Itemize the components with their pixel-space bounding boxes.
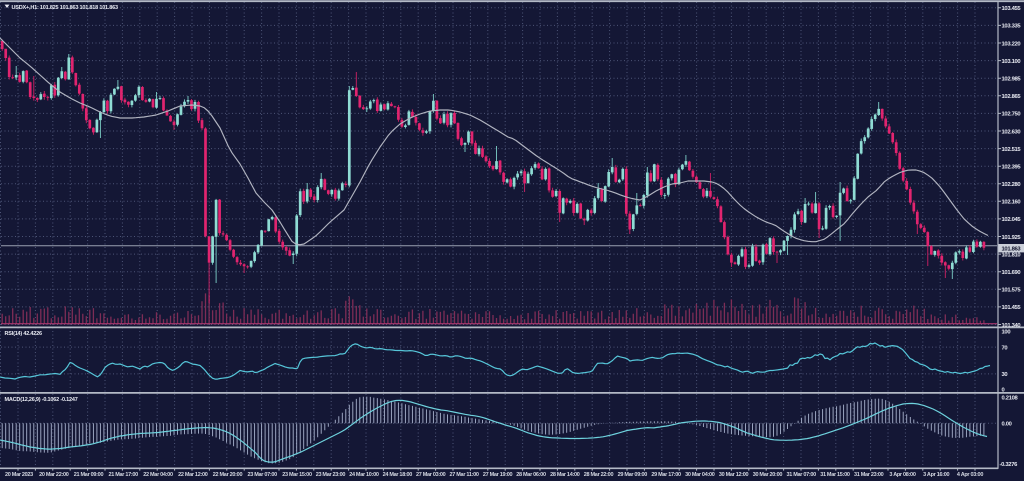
svg-text:102.865: 102.865 (1002, 94, 1022, 100)
svg-text:101.863: 101.863 (1002, 247, 1022, 253)
svg-text:102.160: 102.160 (1002, 200, 1021, 206)
svg-text:101.925: 101.925 (1002, 235, 1022, 241)
svg-text:30: 30 (1002, 372, 1008, 378)
svg-text:RSI(14) 42.4226: RSI(14) 42.4226 (5, 331, 42, 337)
svg-text:31 Mar 15:00: 31 Mar 15:00 (820, 472, 850, 478)
svg-text:103.100: 103.100 (1002, 59, 1021, 65)
svg-text:22 Mar 12:00: 22 Mar 12:00 (178, 472, 208, 478)
svg-text:24 Mar 18:00: 24 Mar 18:00 (383, 472, 413, 478)
svg-text:21 Mar 09:00: 21 Mar 09:00 (74, 472, 104, 478)
svg-text:70: 70 (1002, 345, 1008, 351)
svg-text:27 Mar 03:00: 27 Mar 03:00 (416, 472, 446, 478)
svg-text:3 Apr 08:00: 3 Apr 08:00 (889, 472, 915, 478)
svg-text:102.750: 102.750 (1002, 112, 1021, 118)
svg-text:28 Mar 14:00: 28 Mar 14:00 (550, 472, 580, 478)
svg-text:27 Mar 11:00: 27 Mar 11:00 (450, 472, 479, 478)
svg-text:31 Mar 23:00: 31 Mar 23:00 (854, 472, 884, 478)
svg-text:30 Mar 20:00: 30 Mar 20:00 (753, 472, 783, 478)
svg-text:101.575: 101.575 (1002, 288, 1022, 294)
svg-text:23 Mar 23:00: 23 Mar 23:00 (316, 472, 346, 478)
svg-text:30 Mar 12:00: 30 Mar 12:00 (719, 472, 749, 478)
svg-text:102.395: 102.395 (1002, 165, 1022, 171)
svg-text:27 Mar 19:00: 27 Mar 19:00 (483, 472, 513, 478)
svg-text:30 Mar 04:00: 30 Mar 04:00 (685, 472, 715, 478)
svg-text:101.810: 101.810 (1002, 252, 1021, 258)
svg-text:31 Mar 07:00: 31 Mar 07:00 (786, 472, 816, 478)
svg-text:103.455: 103.455 (1002, 6, 1022, 12)
svg-text:USDX+,H1: 101.825 101.863 101.: USDX+,H1: 101.825 101.863 101.818 101.86… (12, 5, 118, 11)
svg-text:101.340: 101.340 (1002, 323, 1021, 329)
svg-text:103.335: 103.335 (1002, 24, 1022, 30)
svg-text:0: 0 (1002, 388, 1005, 394)
svg-text:103.220: 103.220 (1002, 41, 1021, 47)
svg-text:0.00: 0.00 (1002, 422, 1012, 428)
svg-text:28 Mar 06:00: 28 Mar 06:00 (516, 472, 546, 478)
svg-text:102.515: 102.515 (1002, 147, 1022, 153)
svg-text:24 Mar 10:00: 24 Mar 10:00 (349, 472, 379, 478)
svg-text:3 Apr 16:00: 3 Apr 16:00 (923, 472, 949, 478)
svg-text:29 Mar 17:00: 29 Mar 17:00 (651, 472, 681, 478)
svg-text:100: 100 (1002, 329, 1011, 335)
svg-text:102.280: 102.280 (1002, 182, 1021, 188)
svg-text:23 Mar 07:00: 23 Mar 07:00 (247, 472, 277, 478)
svg-text:28 Mar 22:00: 28 Mar 22:00 (584, 472, 614, 478)
svg-text:102.045: 102.045 (1002, 217, 1022, 223)
svg-text:4 Apr 03:00: 4 Apr 03:00 (957, 472, 983, 478)
svg-text:0.2108: 0.2108 (1002, 396, 1019, 402)
svg-text:-0.3276: -0.3276 (1000, 462, 1019, 468)
svg-text:102.985: 102.985 (1002, 77, 1022, 83)
svg-text:20 Mar 2023: 20 Mar 2023 (5, 472, 33, 478)
svg-text:23 Mar 15:00: 23 Mar 15:00 (282, 472, 312, 478)
svg-text:21 Mar 17:00: 21 Mar 17:00 (108, 472, 138, 478)
svg-text:22 Mar 04:00: 22 Mar 04:00 (143, 472, 173, 478)
svg-text:102.630: 102.630 (1002, 129, 1021, 135)
svg-text:101.690: 101.690 (1002, 270, 1021, 276)
svg-text:22 Mar 20:00: 22 Mar 20:00 (213, 472, 243, 478)
svg-text:MACD(12,26,9) -0.1062 -0.1247: MACD(12,26,9) -0.1062 -0.1247 (5, 397, 78, 403)
svg-text:20 Mar 22:00: 20 Mar 22:00 (39, 472, 69, 478)
svg-text:29 Mar 09:00: 29 Mar 09:00 (618, 472, 648, 478)
svg-text:101.455: 101.455 (1002, 305, 1022, 311)
